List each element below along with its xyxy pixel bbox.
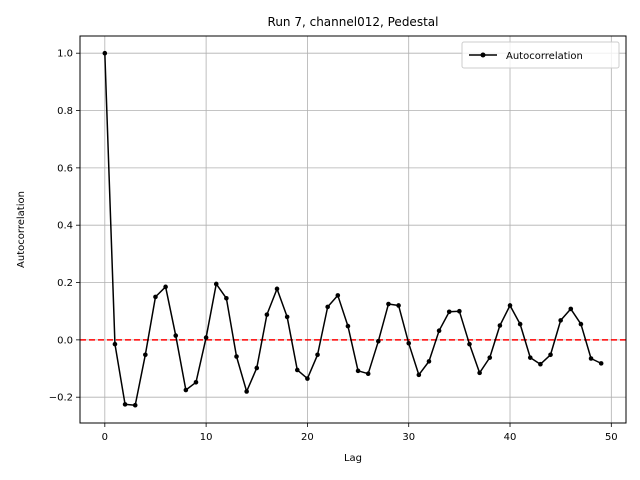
data-point — [213, 281, 219, 287]
data-point — [355, 368, 361, 374]
y-tick-label: 0.4 — [57, 221, 73, 232]
data-point — [264, 312, 270, 317]
data-point — [517, 321, 523, 327]
x-tick-label: 10 — [200, 432, 213, 443]
data-point — [122, 402, 128, 407]
data-point — [376, 339, 381, 344]
data-point — [163, 284, 168, 290]
data-point — [527, 355, 533, 360]
y-tick-label: 0.8 — [57, 106, 73, 117]
chart-title: Run 7, channel012, Pedestal — [268, 15, 439, 29]
data-point — [558, 318, 563, 323]
data-point — [548, 352, 553, 358]
data-point — [294, 367, 300, 373]
plot-frame — [79, 35, 627, 424]
legend: Autocorrelation — [461, 41, 620, 69]
data-point — [315, 352, 320, 358]
data-point — [335, 293, 341, 298]
data-point — [497, 323, 503, 328]
y-tick-label: 1.0 — [57, 49, 73, 60]
data-point — [457, 308, 462, 314]
data-point — [203, 335, 209, 340]
y-tick-label: 0.6 — [57, 163, 73, 174]
y-axis-ticks: −0.2 0.0 0.2 0.4 0.6 0.8 1.0 — [49, 49, 80, 404]
x-tick-label: 40 — [504, 432, 517, 443]
data-point — [284, 314, 290, 320]
data-point — [102, 50, 108, 56]
y-tick-label: 0.2 — [57, 278, 73, 289]
data-point — [406, 341, 412, 346]
data-point — [538, 361, 543, 367]
data-point — [507, 303, 513, 308]
legend-box — [461, 41, 620, 69]
data-point — [224, 296, 229, 301]
data-point — [446, 309, 452, 315]
series-group — [102, 50, 604, 408]
data-point — [173, 333, 179, 338]
x-tick-label: 30 — [402, 432, 415, 443]
legend-entry-autocorrelation: Autocorrelation — [506, 51, 583, 62]
x-axis-label: Lag — [344, 453, 362, 464]
data-point — [598, 361, 604, 366]
data-point — [396, 303, 401, 308]
data-point — [153, 294, 158, 300]
data-point — [426, 359, 432, 364]
data-point — [477, 370, 482, 376]
data-point — [193, 379, 199, 385]
data-point — [274, 286, 280, 292]
y-tick-label: −0.2 — [49, 393, 73, 404]
data-point — [132, 402, 138, 408]
data-point — [365, 371, 371, 376]
x-tick-label: 50 — [605, 432, 618, 443]
data-point — [112, 341, 118, 347]
data-point — [325, 304, 330, 310]
x-axis-ticks: 0 10 20 30 40 50 — [102, 423, 618, 443]
data-point — [234, 354, 239, 359]
data-point — [386, 301, 391, 307]
data-point — [244, 389, 249, 394]
x-tick-label: 20 — [301, 432, 314, 443]
data-point — [578, 321, 584, 327]
x-tick-label: 0 — [102, 432, 108, 443]
data-point — [568, 306, 574, 312]
y-tick-label: 0.0 — [57, 335, 73, 346]
data-point — [487, 355, 493, 360]
data-point — [467, 341, 472, 347]
data-point — [436, 328, 442, 333]
data-point — [345, 323, 351, 329]
data-point — [143, 352, 148, 358]
legend-marker-swatch — [480, 52, 486, 58]
data-point — [254, 365, 260, 371]
data-point — [416, 372, 422, 378]
data-point — [588, 356, 594, 361]
data-point — [305, 376, 310, 381]
data-point — [183, 387, 189, 393]
y-axis-label: Autocorrelation — [16, 191, 27, 268]
